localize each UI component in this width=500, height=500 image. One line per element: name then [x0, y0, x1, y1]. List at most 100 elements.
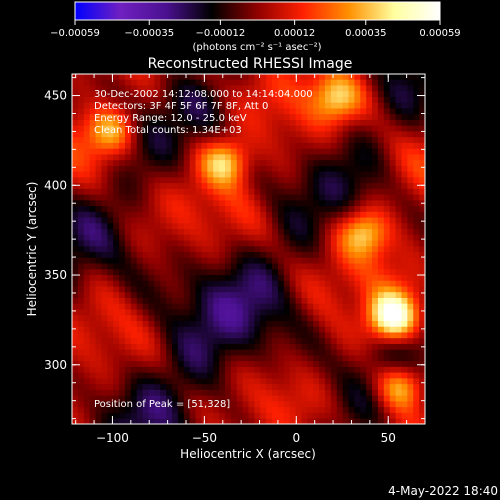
heatmap-cell	[360, 309, 367, 316]
heatmap-cell	[219, 183, 226, 190]
heatmap-cell	[207, 286, 214, 293]
heatmap-cell	[230, 108, 238, 115]
heatmap-cell	[119, 315, 126, 322]
heatmap-cell	[183, 418, 191, 424]
heatmap-cell	[295, 280, 303, 288]
heatmap-cell	[207, 91, 214, 98]
heatmap-cell	[183, 74, 191, 81]
heatmap-cell	[72, 108, 79, 115]
heatmap-cell	[172, 171, 179, 178]
heatmap-cell	[219, 407, 226, 414]
heatmap-cell	[148, 401, 155, 408]
heatmap-cell	[242, 355, 250, 362]
heatmap-cell	[201, 148, 208, 156]
heatmap-cell	[119, 372, 126, 380]
heatmap-cell	[137, 424, 143, 430]
heatmap-cell	[189, 125, 197, 133]
heatmap-cell	[95, 148, 103, 156]
heatmap-cell	[283, 361, 291, 368]
heatmap-cell	[266, 171, 273, 178]
heatmap-cell	[183, 142, 191, 150]
heatmap-cell	[289, 343, 297, 351]
heatmap-cell	[377, 349, 385, 357]
heatmap-cell	[419, 372, 425, 380]
heatmap-cell	[213, 119, 220, 127]
heatmap-cell	[348, 412, 355, 420]
heatmap-cell	[260, 223, 267, 230]
heatmap-cell	[277, 79, 285, 87]
heatmap-cell	[113, 171, 120, 178]
heatmap-cell	[389, 343, 397, 351]
heatmap-cell	[148, 303, 155, 311]
heatmap-cell	[336, 263, 344, 270]
heatmap-cell	[413, 269, 420, 276]
heatmap-cell	[348, 269, 355, 276]
heatmap-cell	[107, 96, 114, 104]
heatmap-cell	[236, 309, 244, 316]
heatmap-cell	[289, 171, 297, 178]
heatmap-cell	[307, 280, 314, 288]
heatmap-cell	[77, 320, 85, 328]
heatmap-cell	[189, 96, 197, 104]
heatmap-cell	[148, 252, 155, 259]
heatmap-cell	[201, 177, 208, 184]
heatmap-cell	[324, 137, 332, 144]
heatmap-cell	[413, 395, 420, 402]
heatmap-cell	[236, 240, 244, 247]
heatmap-cell	[154, 217, 161, 224]
heatmap-cell	[401, 211, 408, 219]
heatmap-cell	[207, 389, 214, 397]
heatmap-cell	[142, 320, 150, 328]
heatmap-cell	[366, 160, 373, 167]
heatmap-cell	[130, 137, 138, 144]
heatmap-cell	[407, 320, 414, 328]
heatmap-cell	[413, 286, 420, 293]
heatmap-cell	[425, 332, 431, 338]
heatmap-cell	[307, 246, 314, 253]
heatmap-cell	[95, 217, 103, 224]
heatmap-cell	[395, 309, 403, 316]
heatmap-cell	[113, 96, 120, 104]
heatmap-cell	[372, 366, 379, 374]
heatmap-cell	[130, 412, 138, 420]
heatmap-cell	[219, 108, 226, 115]
heatmap-cell	[207, 206, 214, 213]
heatmap-cell	[230, 407, 238, 414]
heatmap-cell	[248, 183, 255, 190]
heatmap-cell	[330, 148, 338, 156]
heatmap-cell	[136, 292, 144, 299]
heatmap-cell	[95, 378, 103, 385]
heatmap-cell	[248, 303, 255, 311]
heatmap-cell	[219, 229, 226, 236]
heatmap-cell	[277, 171, 285, 178]
heatmap-cell	[89, 326, 97, 334]
heatmap-cell	[83, 217, 91, 224]
heatmap-cell	[72, 280, 79, 288]
heatmap-cell	[213, 326, 220, 334]
heatmap-cell	[95, 114, 103, 121]
heatmap-cell	[354, 343, 361, 351]
heatmap-cell	[372, 234, 379, 242]
heatmap-cell	[354, 303, 361, 311]
heatmap-cell	[242, 125, 250, 133]
heatmap-cell	[130, 79, 138, 87]
y-tick-label: 300	[44, 358, 67, 372]
heatmap-cell	[377, 407, 385, 414]
heatmap-cell	[236, 194, 244, 201]
heatmap-cell	[248, 119, 255, 127]
heatmap-cell	[224, 125, 232, 133]
heatmap-cell	[395, 177, 403, 184]
heatmap-cell	[89, 384, 97, 391]
heatmap-cell	[283, 194, 291, 201]
heatmap-cell	[213, 148, 220, 156]
heatmap-cell	[154, 389, 161, 397]
heatmap-cell	[307, 102, 314, 110]
heatmap-cell	[401, 142, 408, 150]
heatmap-cell	[207, 338, 214, 345]
heatmap-cell	[307, 355, 314, 362]
heatmap-cell	[336, 206, 344, 213]
heatmap-cell	[154, 85, 161, 92]
heatmap-cell	[236, 74, 244, 81]
heatmap-cell	[389, 91, 397, 98]
heatmap-cell	[89, 412, 97, 420]
